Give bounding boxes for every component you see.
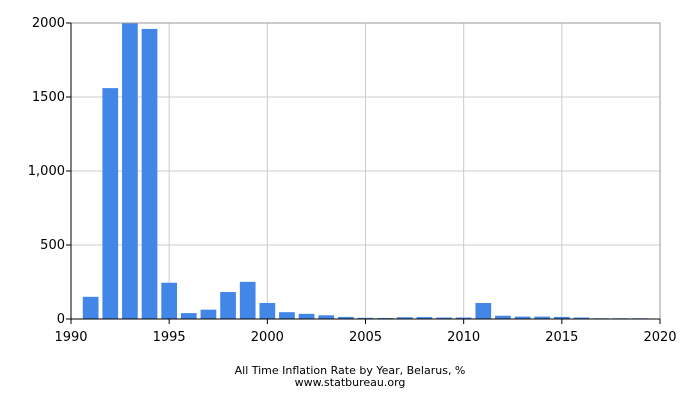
chart-title: All Time Inflation Rate by Year, Belarus… xyxy=(234,364,466,377)
y-tick-label: 0 xyxy=(57,312,65,327)
x-tick-label: 2000 xyxy=(251,330,284,345)
bar-2015 xyxy=(553,316,570,319)
bar-2014 xyxy=(534,316,551,319)
bar-2000 xyxy=(259,303,276,319)
bar-1998 xyxy=(220,292,236,319)
x-tick-label: 2005 xyxy=(349,330,382,345)
bar-2006 xyxy=(377,317,393,319)
bar-2001 xyxy=(279,312,295,319)
bar-2012 xyxy=(495,315,511,319)
bar-1997 xyxy=(200,309,217,319)
y-tick-label: 1,000 xyxy=(28,164,65,179)
x-tick-label: 2015 xyxy=(545,330,578,345)
x-tick-label: 1990 xyxy=(54,330,87,345)
bar-1992 xyxy=(102,88,119,320)
bar-1999 xyxy=(239,281,256,319)
bar-1995 xyxy=(161,282,178,319)
y-axis: 0 500 1,000 1500 2000 xyxy=(28,16,72,327)
x-tick-label: 2010 xyxy=(447,330,480,345)
bar-2011 xyxy=(475,303,492,319)
bar-1991 xyxy=(82,296,99,319)
bars xyxy=(82,23,649,320)
bar-2013 xyxy=(514,316,531,319)
bar-2007 xyxy=(396,317,413,319)
x-tick-label: 2020 xyxy=(643,330,676,345)
bar-1994 xyxy=(141,28,158,319)
x-axis: 1990 1995 2000 2005 2010 2015 2020 xyxy=(54,318,677,345)
bar-1993 xyxy=(122,23,138,319)
bar-2004 xyxy=(338,316,354,319)
bar-1996 xyxy=(180,313,197,319)
bar-2010 xyxy=(455,317,472,319)
bar-2009 xyxy=(436,317,452,319)
bar-2003 xyxy=(318,315,335,319)
chart-subtitle: www.statbureau.org xyxy=(294,376,406,389)
y-tick-label: 1500 xyxy=(32,90,65,105)
bar-2005 xyxy=(357,317,374,319)
bar-2008 xyxy=(416,317,433,319)
y-tick-label: 500 xyxy=(40,238,65,253)
y-tick-label: 2000 xyxy=(32,16,65,31)
grid xyxy=(70,22,661,320)
bar-2016 xyxy=(573,317,590,319)
x-tick-label: 1995 xyxy=(153,330,186,345)
bar-2002 xyxy=(298,313,315,319)
